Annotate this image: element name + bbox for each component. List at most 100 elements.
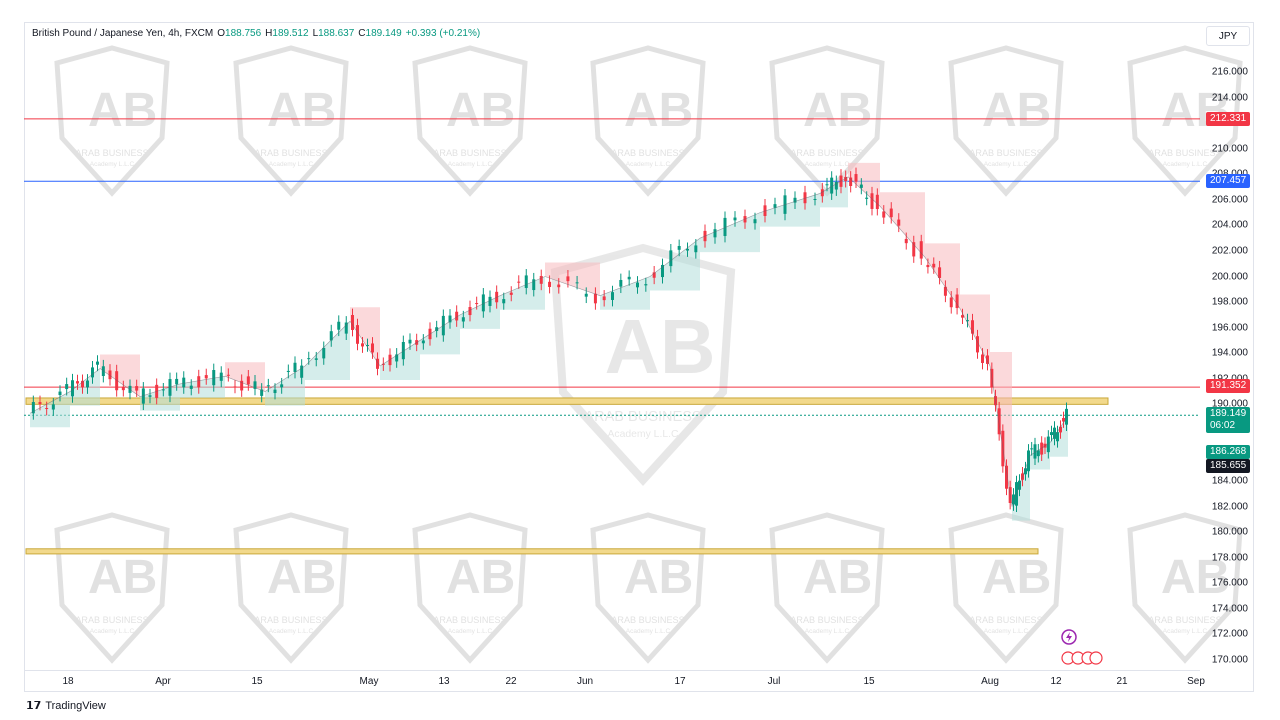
candle-body: [300, 365, 304, 378]
price-tick: 194.000: [1211, 347, 1248, 359]
countdown-value: 06:02: [1210, 420, 1236, 431]
candle-body: [135, 386, 139, 391]
svg-text:Academy L.L.C: Academy L.L.C: [269, 161, 314, 168]
time-tick: May: [359, 676, 379, 687]
lightning-icon[interactable]: [1061, 629, 1077, 645]
support-zone-rect[interactable]: [25, 548, 1039, 555]
svg-text:Academy L.L.C: Academy L.L.C: [626, 161, 671, 168]
svg-text:Academy L.L.C: Academy L.L.C: [448, 161, 493, 168]
candle-body: [844, 176, 848, 182]
candle-body: [115, 371, 119, 391]
candle-body: [793, 197, 797, 203]
price-tick: 196.000: [1211, 322, 1248, 334]
candle-body: [919, 241, 923, 259]
svg-text:Academy L.L.C: Academy L.L.C: [805, 161, 850, 168]
candle-body: [971, 320, 974, 334]
candle-body: [86, 380, 89, 388]
candle-body: [949, 297, 953, 308]
svg-text:ARAB BUSINESS: ARAB BUSINESS: [969, 148, 1042, 158]
candle-body: [204, 375, 208, 379]
tradingview-logo[interactable]: 𝟭𝟳 TradingView: [26, 699, 106, 713]
price-tick: 176.000: [1211, 577, 1248, 589]
candle-body: [182, 377, 186, 388]
price-tick: 198.000: [1211, 296, 1248, 308]
watermark-shield-icon: AB ARAB BUSINESS Academy L.L.C: [590, 45, 706, 197]
watermark-shield-icon: AB ARAB BUSINESS Academy L.L.C: [412, 45, 528, 197]
candle-body: [371, 343, 374, 353]
svg-text:ARAB BUSINESS: ARAB BUSINESS: [969, 615, 1042, 625]
candle-body: [539, 276, 543, 284]
time-tick: 21: [1116, 676, 1128, 687]
candle-body: [602, 296, 606, 301]
price-axis[interactable]: 216.000214.000212.000210.000208.000206.0…: [1200, 60, 1254, 670]
change-value: +0.393 (+0.21%): [405, 28, 481, 39]
price-tick: 180.000: [1211, 526, 1248, 538]
candle-body: [961, 315, 964, 318]
time-tick: 17: [674, 676, 686, 687]
candle-body: [253, 381, 257, 389]
trend-cloud-down: [925, 243, 960, 309]
price-tick: 200.000: [1211, 271, 1248, 283]
candle-body: [121, 387, 125, 391]
svg-text:AB: AB: [624, 551, 693, 604]
candle-body: [733, 217, 737, 221]
candle-body: [322, 347, 326, 359]
time-tick: Jun: [576, 676, 594, 687]
support-zone-rect[interactable]: [25, 397, 1109, 405]
candle-body: [1056, 432, 1059, 442]
candle-body: [825, 184, 829, 186]
candle-body: [652, 272, 656, 278]
flag-icon[interactable]: [1061, 651, 1103, 665]
high-label: H: [265, 28, 273, 39]
candle-body: [763, 205, 767, 216]
candle-body: [584, 293, 588, 297]
candle-body: [286, 370, 290, 372]
price-tick: 172.000: [1211, 628, 1248, 640]
currency-button[interactable]: JPY: [1206, 26, 1250, 46]
watermark-shield-icon: AB ARAB BUSINESS Academy L.L.C: [1127, 512, 1243, 664]
candle-body: [870, 193, 874, 209]
svg-text:AB: AB: [267, 551, 336, 604]
candle-body: [575, 282, 579, 284]
watermark-layer: AB ARAB BUSINESS Academy L.L.C AB ARAB BUSIN…: [54, 45, 1243, 664]
candle-body: [293, 362, 297, 372]
svg-text:ARAB BUSINESS: ARAB BUSINESS: [433, 615, 506, 625]
candle-body: [773, 204, 777, 208]
candle-body: [455, 311, 459, 321]
time-tick: 15: [863, 676, 875, 687]
candle-body: [273, 389, 277, 394]
candle-body: [260, 389, 264, 396]
watermark-shield-icon: AB ARAB BUSINESS Academy L.L.C: [948, 45, 1064, 197]
candle-body: [938, 267, 942, 278]
watermark-shield-icon: AB ARAB BUSINESS Academy L.L.C: [54, 512, 170, 664]
candle-body: [148, 395, 152, 397]
candle-body: [314, 358, 318, 360]
candle-body: [96, 361, 99, 365]
candle-body: [813, 198, 817, 200]
candle-body: [71, 380, 74, 397]
trend-cloud-down: [960, 294, 990, 366]
candle-body: [1062, 417, 1065, 422]
svg-text:ARAB BUSINESS: ARAB BUSINESS: [790, 148, 863, 158]
trend-cloud-up: [140, 383, 180, 411]
candle-body: [448, 315, 452, 323]
watermark-shield-icon: AB ARAB BUSINESS Academy L.L.C: [1127, 45, 1243, 197]
candle-body: [849, 177, 853, 187]
time-axis[interactable]: 18 Apr 15 May 13 22 Jun 17 Jul 15 Aug 12 21 Sep: [24, 670, 1205, 693]
candle-body: [926, 264, 930, 268]
chart-frame: [24, 22, 1254, 692]
candle-body: [1059, 426, 1062, 433]
symbol-title[interactable]: British Pound / Japanese Yen, 4h, FXCM: [32, 28, 214, 39]
candle-body: [753, 219, 757, 224]
candle-body: [803, 192, 807, 204]
candle-body: [912, 242, 916, 257]
tradingview-label: TradingView: [45, 699, 106, 712]
candle-body: [337, 321, 341, 330]
svg-text:Academy L.L.C: Academy L.L.C: [805, 628, 850, 635]
time-tick: Aug: [981, 676, 999, 687]
candle-body: [865, 197, 869, 199]
candle-body: [502, 299, 506, 304]
svg-text:ARAB BUSINESS: ARAB BUSINESS: [790, 615, 863, 625]
watermark-shield-icon: AB ARAB BUSINESS Academy L.L.C: [233, 512, 349, 664]
